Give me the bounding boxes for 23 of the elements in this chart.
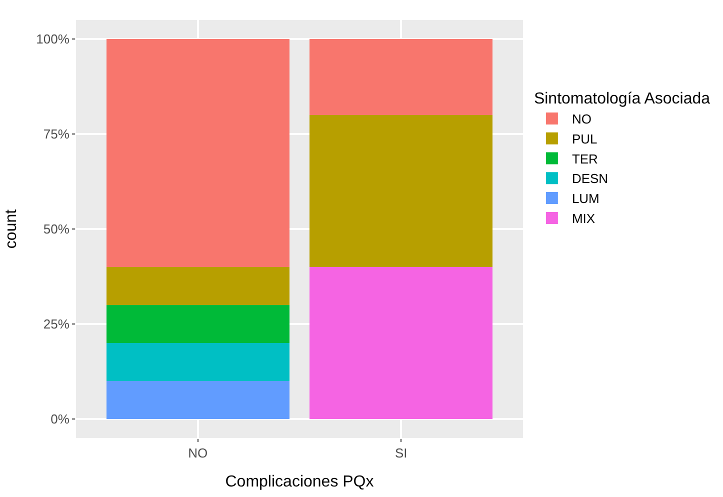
bar	[106, 267, 290, 305]
legend-label: LUM	[572, 191, 600, 206]
bar	[106, 305, 290, 343]
y-tick-label: 100%	[36, 32, 70, 47]
y-tick-label: 50%	[43, 222, 70, 237]
legend-label: PUL	[572, 131, 598, 146]
y-tick-label: 25%	[43, 316, 70, 332]
y-tick-label: 0%	[50, 412, 70, 427]
y-tick-label: 75%	[43, 126, 70, 142]
x-axis-title: Complicaciones PQx	[225, 473, 374, 490]
bar	[106, 39, 290, 267]
legend-label: MIX	[572, 211, 596, 226]
bar	[106, 381, 290, 419]
legend-label: DESN	[572, 171, 608, 186]
legend-label: TER	[572, 151, 598, 166]
bar	[310, 267, 493, 419]
legend-label: NO	[572, 112, 592, 127]
x-tick-label: SI	[394, 446, 408, 461]
bar	[310, 39, 493, 115]
y-axis-title: count	[3, 208, 20, 249]
bar	[106, 343, 290, 381]
legend-title: Sintomatología Asociada	[534, 90, 710, 108]
bar	[310, 115, 493, 267]
